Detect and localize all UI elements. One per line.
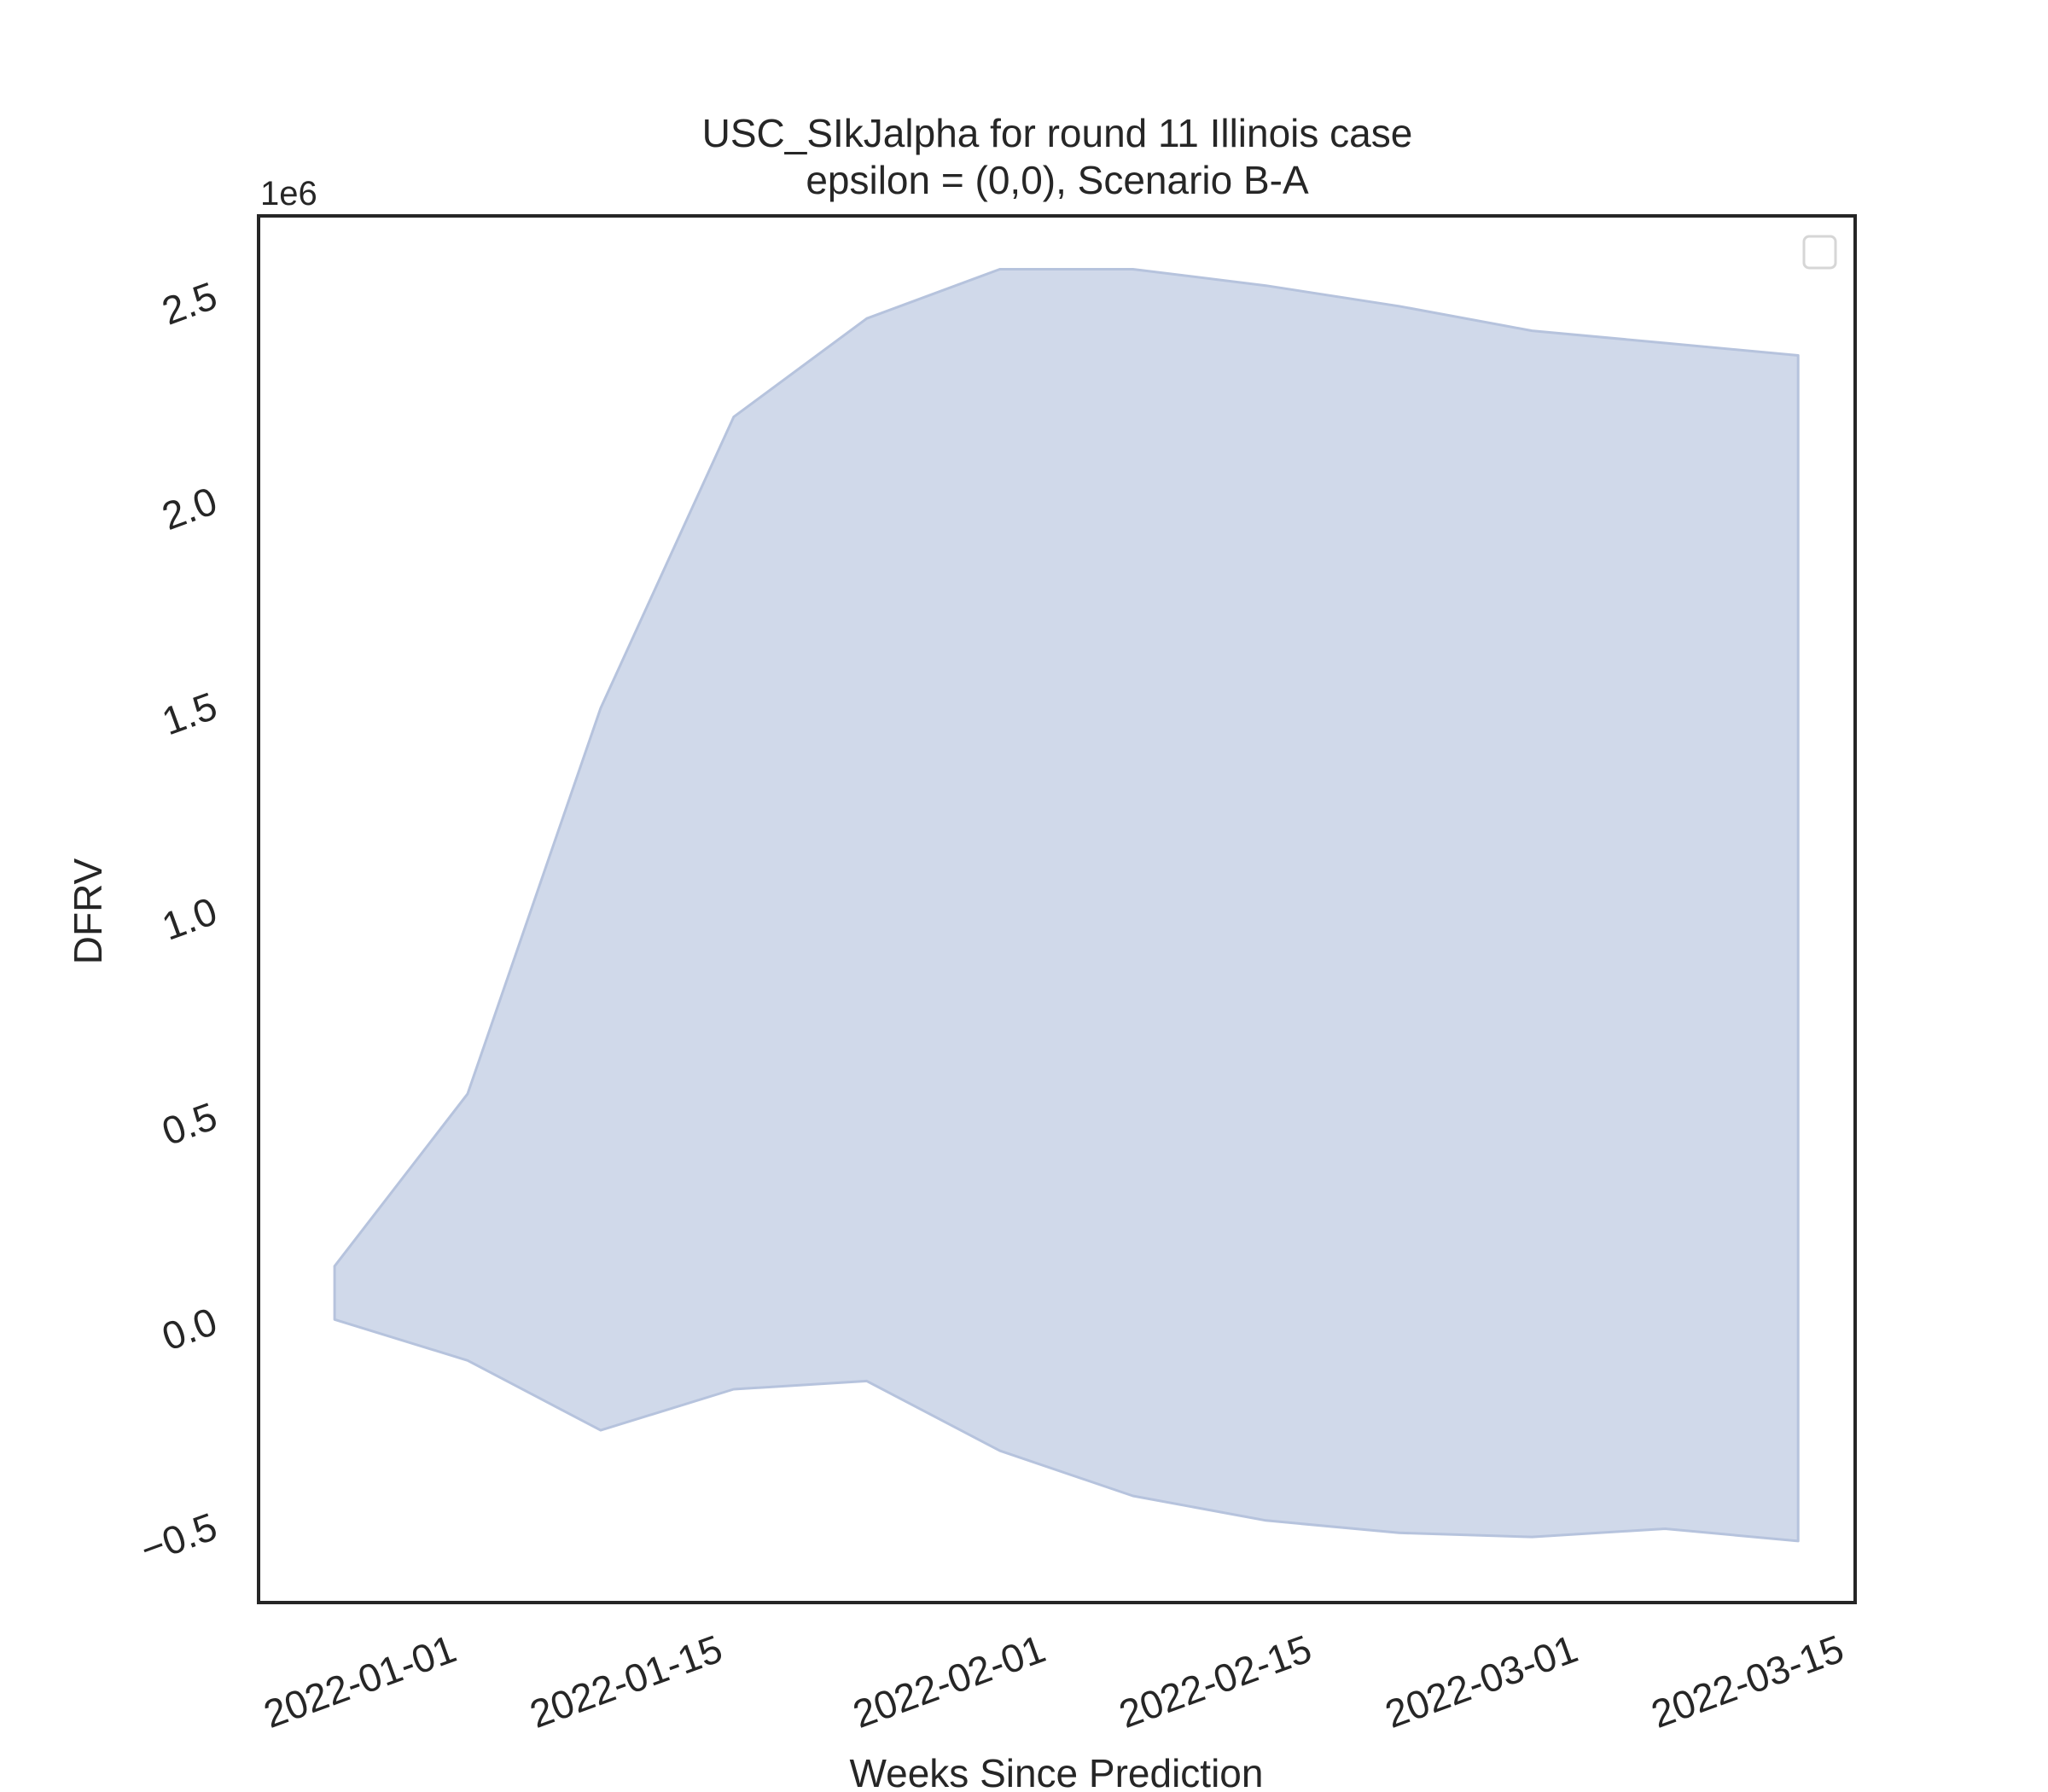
y-offset-label: 1e6 <box>260 175 317 212</box>
y-tick-label: −0.5 <box>135 1504 223 1572</box>
x-tick-label: 2022-01-01 <box>258 1626 462 1737</box>
y-tick-label: 2.0 <box>156 478 223 538</box>
x-tick-label: 2022-03-15 <box>1645 1626 1849 1737</box>
y-tick-label: 0.0 <box>156 1299 223 1359</box>
interval-area-interval <box>333 268 1800 1543</box>
y-tick-label: 2.5 <box>156 273 223 334</box>
chart-subtitle: epsilon = (0,0), Scenario B-A <box>806 158 1309 202</box>
y-tick-label: 0.5 <box>156 1093 223 1154</box>
x-tick-label: 2022-01-15 <box>524 1626 728 1737</box>
area-layer <box>333 268 1800 1543</box>
x-tick-label: 2022-02-01 <box>847 1626 1051 1737</box>
y-tick-label: 1.0 <box>156 888 223 949</box>
x-tick-label: 2022-02-15 <box>1114 1626 1318 1737</box>
legend-box <box>1802 235 1837 270</box>
y-tick-label: 1.5 <box>156 684 223 744</box>
chart-title: USC_SIkJalpha for round 11 Illinois case <box>702 111 1413 155</box>
y-axis-label: DFRV <box>66 858 110 964</box>
y-ticks: −0.5 0.0 0.5 1.0 1.5 2.0 2.5 <box>135 273 223 1572</box>
x-ticks: 2022-01-01 2022-01-15 2022-02-01 2022-02-15… <box>258 1626 1849 1737</box>
x-axis-label: Weeks Since Prediction <box>850 1751 1264 1792</box>
plot-frame <box>257 214 1857 1604</box>
x-tick-label: 2022-03-01 <box>1379 1626 1583 1737</box>
